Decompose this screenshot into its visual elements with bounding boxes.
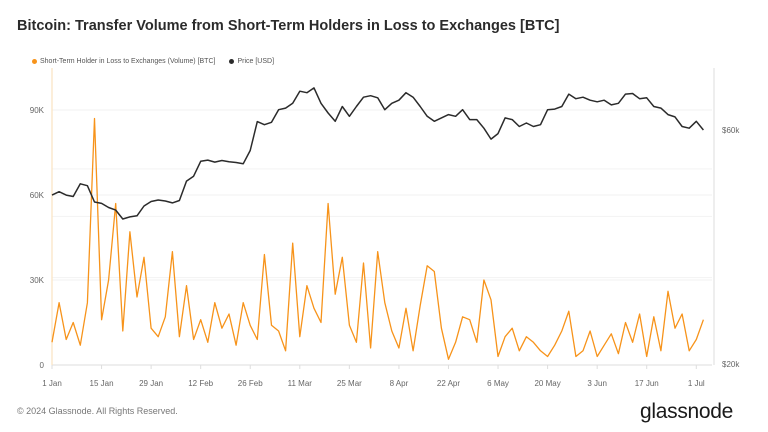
legend-dot-black-icon xyxy=(229,59,235,64)
price-series-line xyxy=(51,87,704,220)
x-tick-label: 20 May xyxy=(534,379,560,388)
legend-label: Price [USD] xyxy=(237,58,275,65)
x-tick-label: 8 Apr xyxy=(390,379,409,388)
x-tick-label: 1 Jan xyxy=(42,379,62,388)
x-tick-label: 29 Jan xyxy=(139,379,163,388)
x-tick-label: 17 Jun xyxy=(635,379,659,388)
legend-label: Short-Term Holder in Loss to Exchanges (… xyxy=(40,58,216,65)
y-left-tick-label: 60K xyxy=(30,191,45,200)
y-right-tick-label: $20k xyxy=(722,360,740,369)
legend-item-price[interactable]: Price [USD] xyxy=(229,58,274,65)
y-left-tick-label: 90K xyxy=(30,106,45,115)
volume-series-line xyxy=(51,117,705,360)
chart-title: Bitcoin: Transfer Volume from Short-Term… xyxy=(17,18,560,34)
y-left-tick-label: 30K xyxy=(30,276,45,285)
glassnode-logo: glassnode xyxy=(640,400,734,423)
y-right-tick-label: $60k xyxy=(722,126,740,135)
copyright: © 2024 Glassnode. All Rights Reserved. xyxy=(17,406,178,416)
x-tick-label: 12 Feb xyxy=(188,379,213,388)
legend: Short-Term Holder in Loss to Exchanges (… xyxy=(32,58,274,65)
legend-item-volume[interactable]: Short-Term Holder in Loss to Exchanges (… xyxy=(32,58,215,65)
y-left-tick-label: 0 xyxy=(40,361,45,370)
x-tick-label: 3 Jun xyxy=(587,379,607,388)
x-tick-label: 11 Mar xyxy=(288,379,313,388)
x-tick-label: 26 Feb xyxy=(238,379,263,388)
x-tick-label: 6 May xyxy=(487,379,509,388)
x-tick-label: 25 Mar xyxy=(337,379,362,388)
x-tick-label: 1 Jul xyxy=(688,379,705,388)
legend-dot-orange-icon xyxy=(32,59,37,64)
x-tick-label: 15 Jan xyxy=(90,379,114,388)
x-tick-label: 22 Apr xyxy=(437,379,460,388)
